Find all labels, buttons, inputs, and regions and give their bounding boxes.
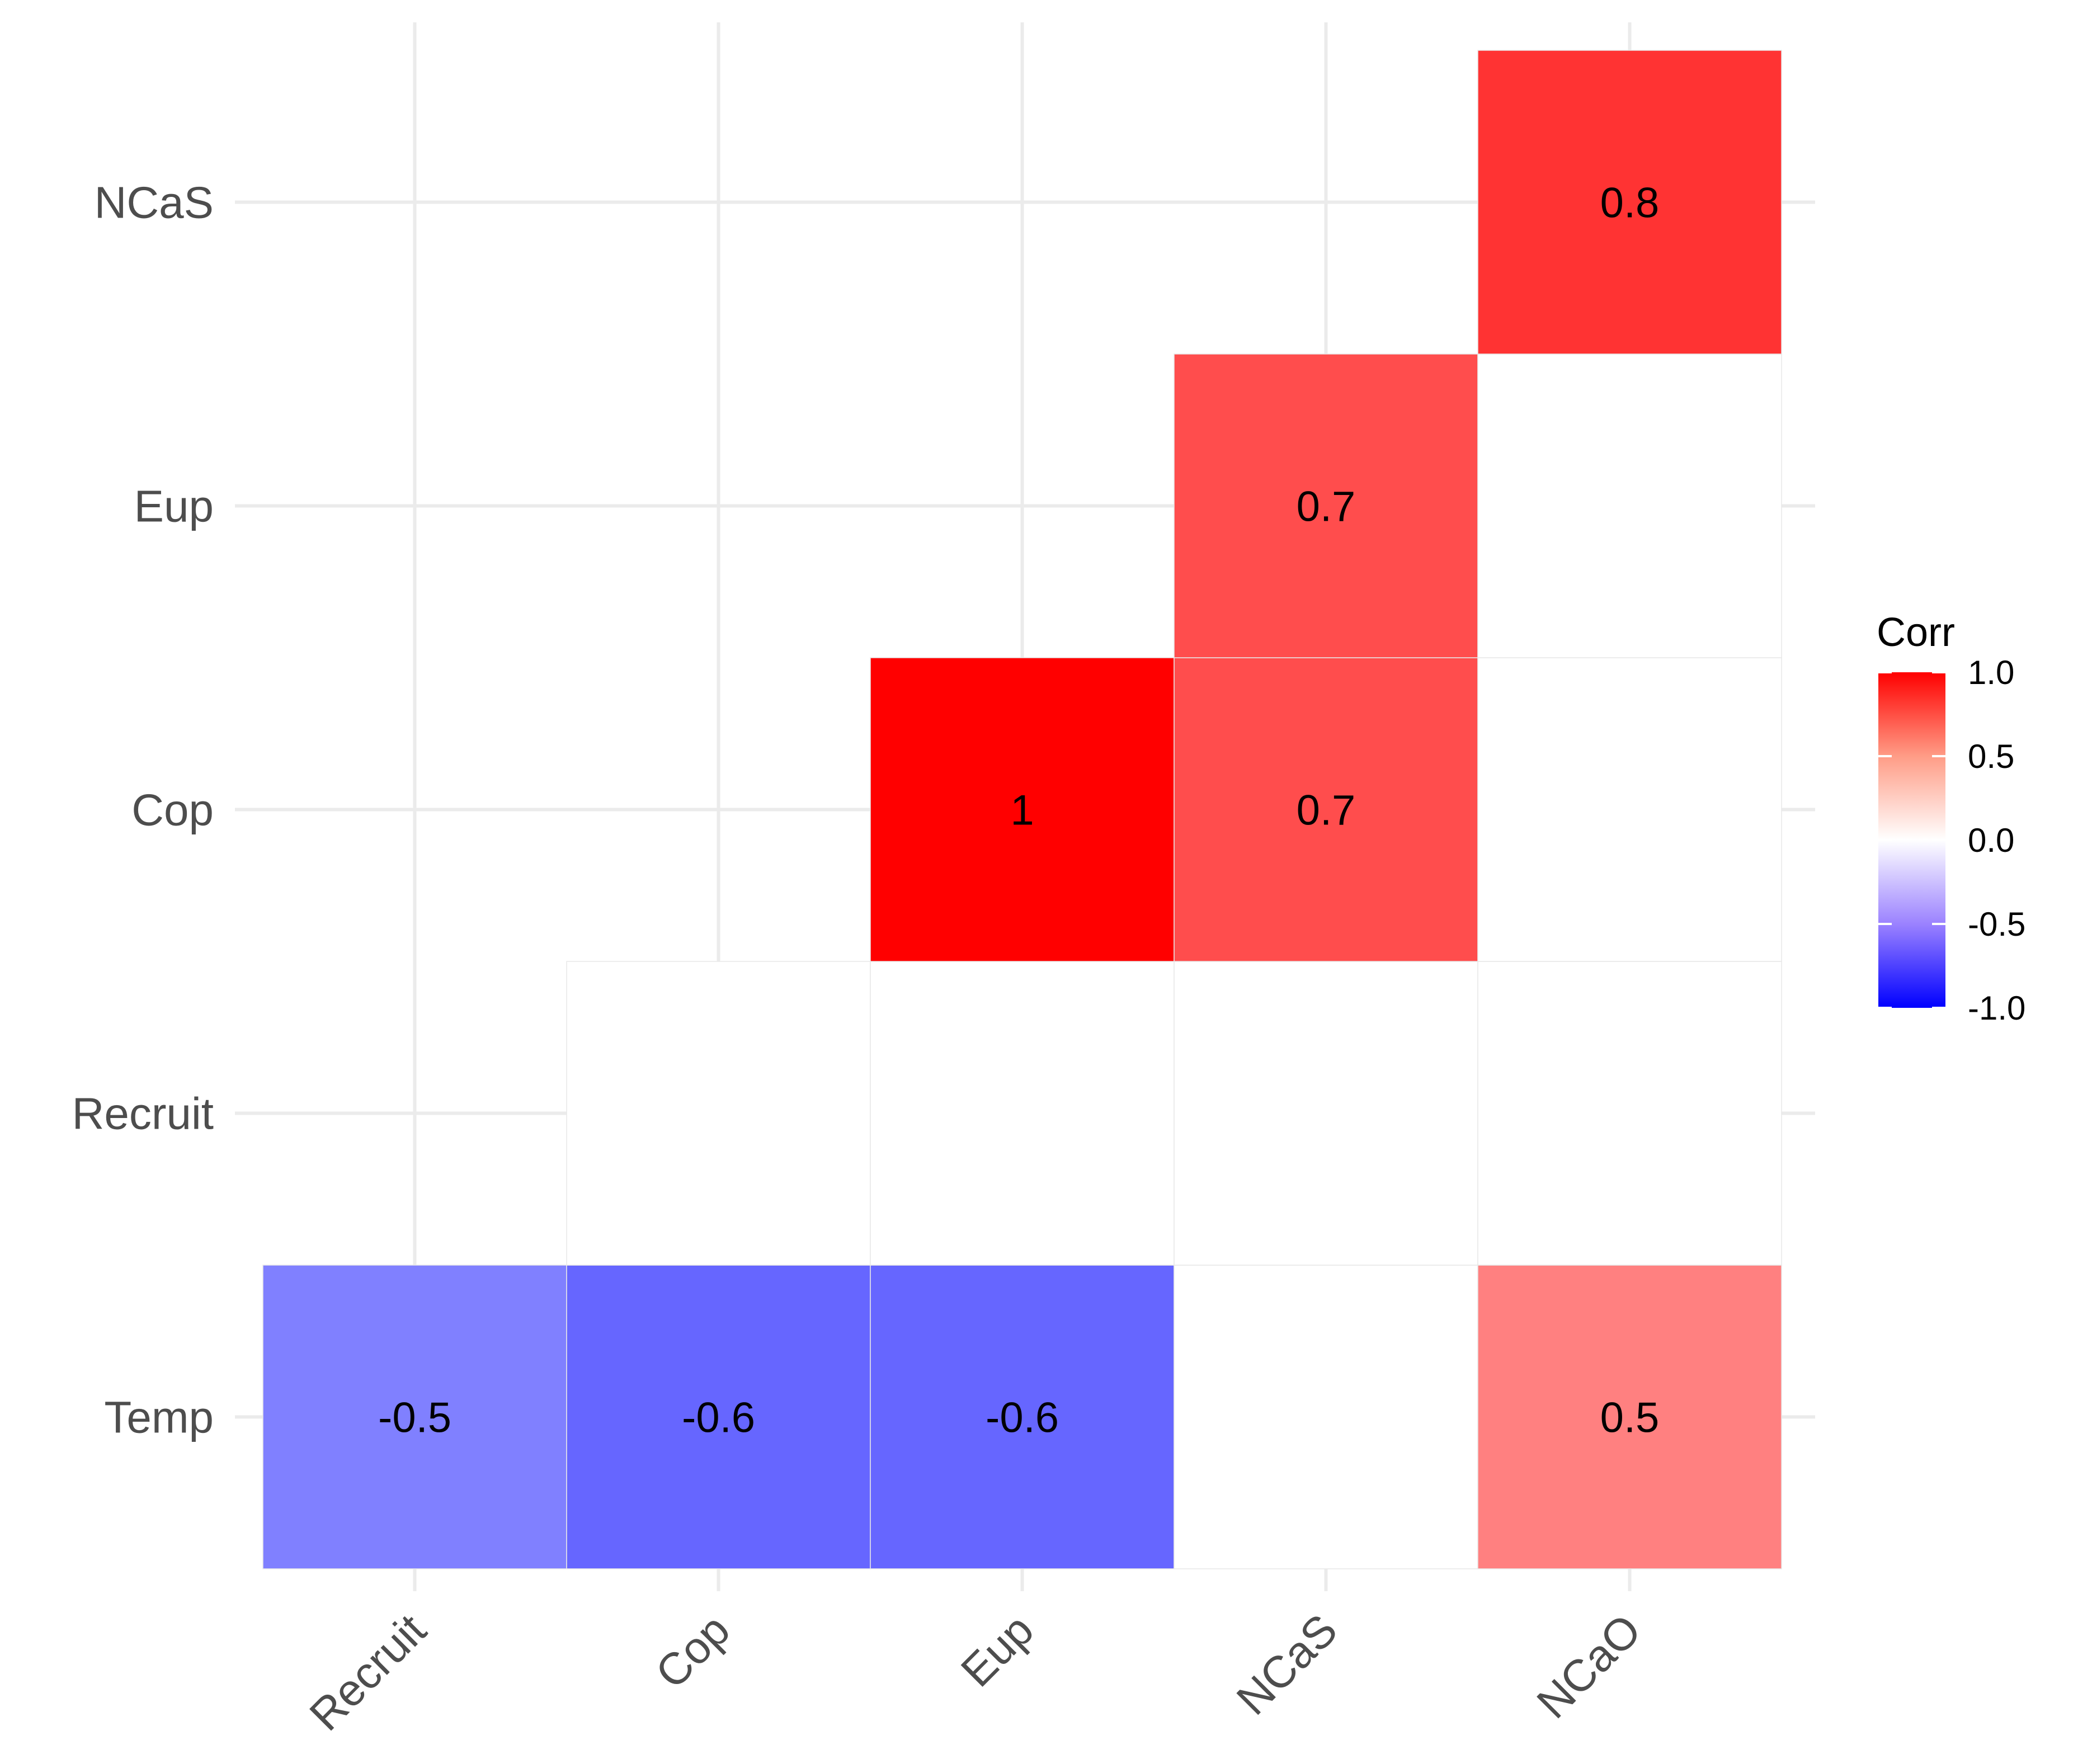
heatmap-cell-cop-eup [870, 657, 1175, 962]
heatmap-cell-cop-ncas [1174, 657, 1478, 962]
heatmap-cell-eup-ncas [1174, 353, 1478, 658]
legend-tick-label: 1.0 [1968, 654, 2014, 691]
cell-value-label: 0.7 [1297, 483, 1356, 531]
legend-tick-label: -1.0 [1968, 989, 2025, 1027]
heatmap-cell-temp-ncao [1477, 1265, 1782, 1569]
legend-tick-label: 0.0 [1968, 822, 2014, 859]
x-tick-label-ncao: NCaO [1527, 1605, 1650, 1728]
cell-value-label: 0.8 [1600, 180, 1660, 227]
x-tick-label-eup: Eup [951, 1605, 1043, 1696]
legend-tick-label: -0.5 [1968, 905, 2025, 943]
y-tick-label-recruit: Recruit [72, 1089, 214, 1139]
y-tick-label-ncas: NCaS [95, 178, 214, 228]
color-legend: Corr 1.0 0.5 0.0 -0.5 -1.0 [1877, 610, 2025, 1027]
heatmap-cell-temp-ncas [1174, 1265, 1478, 1569]
cell-value-label: -0.6 [682, 1394, 755, 1442]
x-tick-label-cop: Cop [646, 1605, 739, 1698]
y-tick-label-temp: Temp [104, 1393, 214, 1442]
heatmap-cells [262, 50, 1782, 1569]
heatmap-cell-recruit-cop [566, 961, 871, 1266]
y-tick-label-eup: Eup [134, 482, 214, 531]
x-tick-label-recruit: Recruit [300, 1605, 435, 1740]
y-tick-label-cop: Cop [131, 785, 214, 835]
x-tick-label-ncas: NCaS [1227, 1605, 1347, 1724]
heatmap-cell-recruit-ncao [1477, 961, 1782, 1266]
heatmap-cell-ncas-ncao [1477, 50, 1782, 355]
heatmap-cell-temp-cop [566, 1265, 871, 1569]
heatmap-cell-temp-eup [870, 1265, 1175, 1569]
cell-value-label: -0.5 [378, 1394, 451, 1442]
legend-title: Corr [1877, 610, 1955, 655]
heatmap-cell-cop-ncao [1477, 657, 1782, 962]
heatmap-cell-temp-recruit [262, 1265, 567, 1569]
heatmap-cell-eup-ncao [1477, 353, 1782, 658]
legend-tick-label: 0.5 [1968, 738, 2014, 775]
cell-value-label: -0.6 [986, 1394, 1059, 1442]
cell-value-label: 0.7 [1297, 787, 1356, 834]
cell-value-labels: -0.5 -0.6 -0.6 0.5 1 0.7 0.7 0.8 [378, 180, 1659, 1442]
heatmap-cell-recruit-ncas [1174, 961, 1478, 1266]
cell-value-label: 0.5 [1600, 1394, 1660, 1442]
heatmap-cell-recruit-eup [870, 961, 1175, 1266]
cell-value-label: 1 [1010, 787, 1034, 834]
